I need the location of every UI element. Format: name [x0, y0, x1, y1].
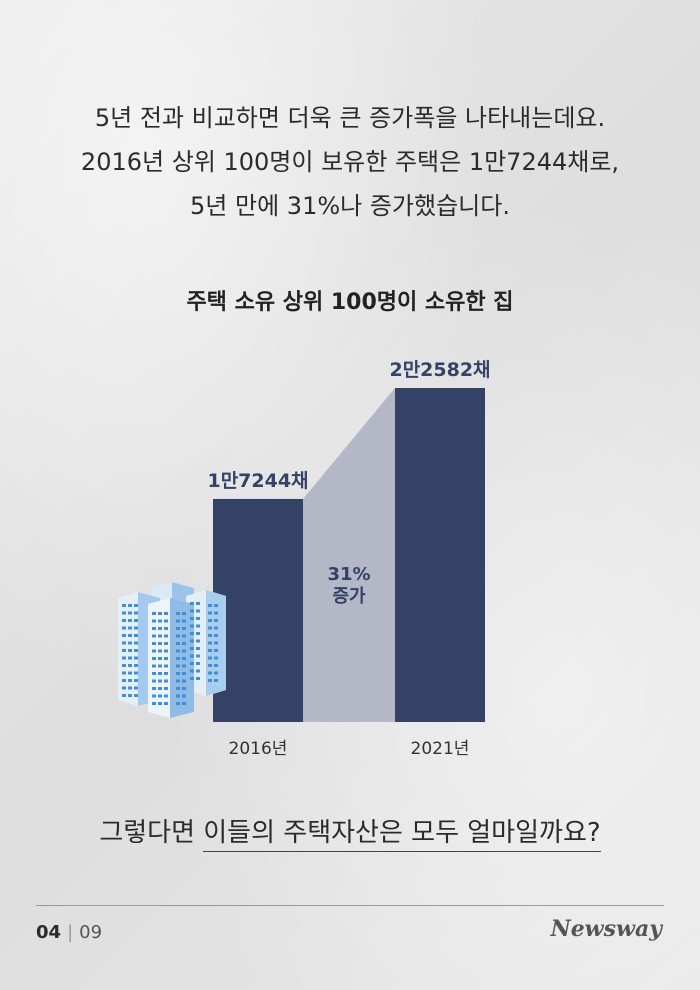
x-tick-label: 2016년	[229, 739, 288, 759]
growth-connector	[303, 388, 395, 722]
chart-title: 주택 소유 상위 100명이 소유한 집	[186, 290, 514, 315]
closing-question: 그렇다면 이들의 주택자산은 모두 얼마일까요?	[0, 812, 700, 852]
intro-line-1: 5년 전과 비교하면 더욱 큰 증가폭을 나타내는데요.	[94, 104, 606, 132]
footer-divider	[36, 905, 664, 906]
question-underlined: 이들의 주택자산은 모두 얼마일까요?	[203, 818, 601, 852]
page-total: 09	[79, 922, 103, 943]
x-tick-label: 2021년	[411, 739, 470, 759]
intro-line-2: 2016년 상위 100명이 보유한 주택은 1만7244채로,	[80, 148, 620, 176]
intro-line-3: 5년 만에 31%나 증가했습니다.	[190, 192, 510, 220]
intro-text: 5년 전과 비교하면 더욱 큰 증가폭을 나타내는데요. 2016년 상위 10…	[0, 96, 700, 228]
apartment-buildings-icon	[118, 582, 226, 718]
bar-2021년	[395, 388, 485, 722]
data-label: 2만2582채	[389, 359, 490, 381]
page-separator: |	[67, 922, 74, 943]
bar-2016년	[213, 498, 303, 722]
growth-annotation: 31%	[327, 564, 370, 585]
question-lead: 그렇다면	[99, 818, 204, 848]
page-indicator: 04 | 09	[36, 922, 102, 943]
data-label: 1만7244채	[207, 470, 308, 492]
brand-logo: Newsway	[550, 916, 662, 942]
growth-annotation: 증가	[332, 586, 366, 607]
page-current: 04	[36, 922, 62, 943]
